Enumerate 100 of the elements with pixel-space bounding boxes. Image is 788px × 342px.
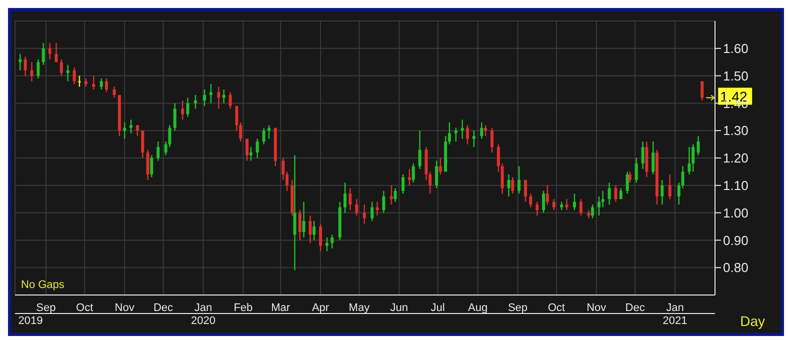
candlestick — [448, 122, 451, 145]
y-tick-label: 0.80 — [723, 260, 748, 276]
candlestick — [572, 193, 576, 211]
x-tick-label: Nov — [114, 302, 135, 314]
candlestick — [518, 166, 521, 194]
candlestick — [209, 83, 212, 104]
candlestick — [394, 188, 397, 202]
candlestick — [376, 201, 379, 216]
candlestick — [402, 174, 405, 194]
x-tick-label: Sep — [508, 302, 528, 314]
candlestick — [18, 53, 22, 71]
candlestick — [480, 122, 484, 140]
candlestick — [614, 184, 618, 202]
candlestick — [239, 122, 242, 142]
candlestick — [48, 42, 52, 60]
candlestick — [249, 146, 252, 162]
x-tick-label: Nov — [586, 302, 607, 314]
x-tick-label: Mar — [271, 302, 290, 314]
candlestick — [536, 201, 539, 216]
candlestick — [454, 127, 458, 142]
candlestick — [66, 64, 70, 82]
candlestick — [579, 198, 582, 216]
candlestick — [587, 209, 590, 219]
candlestick — [507, 174, 510, 197]
candlestick — [542, 190, 546, 214]
candlestick — [256, 138, 259, 159]
candlestick — [60, 58, 63, 76]
x2-tick-label: 2019 — [18, 315, 43, 327]
x-tick-label: Jan — [666, 302, 684, 314]
candlestick — [652, 140, 655, 176]
candlestick — [312, 220, 316, 241]
candlestick — [418, 130, 422, 170]
candlestick — [298, 209, 302, 241]
candlestick — [105, 78, 108, 93]
candlestick — [438, 157, 442, 176]
x-tick-label: May — [348, 302, 370, 314]
candlestick — [529, 193, 532, 208]
candlestick — [552, 198, 556, 211]
candlestick — [146, 149, 150, 181]
y-tick-label: 1.20 — [723, 150, 748, 166]
candlestick — [217, 86, 220, 110]
candlestick — [668, 174, 672, 200]
candlestick — [412, 162, 415, 184]
candlestick — [150, 154, 154, 178]
candlestick — [136, 124, 139, 137]
x-tick-label: Jan — [194, 302, 212, 314]
candlestick — [325, 236, 328, 252]
candlestick — [362, 204, 366, 224]
y-tick-label: 1.30 — [723, 123, 748, 138]
candlestick — [484, 124, 488, 137]
y-tick-label: 1.10 — [723, 178, 748, 194]
candlestick — [194, 94, 197, 110]
candlestick — [203, 88, 206, 107]
x-tick-label: Apr — [312, 302, 330, 314]
candlestick — [330, 234, 334, 250]
candlestick — [246, 138, 249, 162]
candlestick — [302, 201, 306, 238]
candlestick — [692, 144, 695, 172]
text: Day — [740, 313, 765, 329]
candlestick — [319, 223, 322, 252]
candlestick — [700, 80, 704, 102]
candlestick — [181, 100, 184, 120]
candlestick — [123, 122, 126, 140]
x2-tick-label: 2021 — [662, 315, 688, 327]
candlestick — [186, 97, 190, 118]
candlestick — [460, 119, 464, 140]
candlestick — [30, 62, 34, 82]
x-tick-label: Sep — [36, 302, 56, 314]
candlestick — [112, 86, 116, 98]
candlestick — [42, 42, 45, 66]
candlestick — [54, 42, 58, 63]
candlestick — [591, 204, 594, 219]
x-tick-label: Feb — [234, 302, 253, 314]
candlestick — [262, 127, 266, 145]
x-tick-label: Aug — [468, 302, 488, 314]
candlestick — [72, 66, 76, 85]
candlestick — [660, 179, 664, 206]
candlestick — [565, 198, 568, 211]
x-tick-label: Oct — [548, 302, 565, 314]
x-tick-label: Jun — [390, 302, 408, 314]
candlestick — [634, 157, 638, 184]
y-tick-label: 1.50 — [723, 68, 748, 84]
candlestick — [222, 88, 226, 104]
x-tick-label: Jul — [430, 302, 445, 314]
candlestick — [228, 92, 232, 110]
candlestick — [472, 130, 476, 148]
candlestick — [466, 124, 469, 145]
candlestick — [390, 184, 393, 206]
candlestick — [293, 154, 296, 271]
candlestick — [156, 140, 160, 162]
candlestick — [344, 182, 347, 214]
candlestick — [435, 160, 438, 189]
candlestick — [408, 168, 411, 186]
candlestick — [78, 75, 81, 88]
candlestick — [641, 140, 644, 170]
candlestick — [173, 102, 176, 132]
candlestick — [92, 75, 96, 90]
candlestick — [524, 179, 527, 202]
candlestick — [382, 190, 386, 214]
y-tick-label: 0.90 — [723, 232, 748, 248]
